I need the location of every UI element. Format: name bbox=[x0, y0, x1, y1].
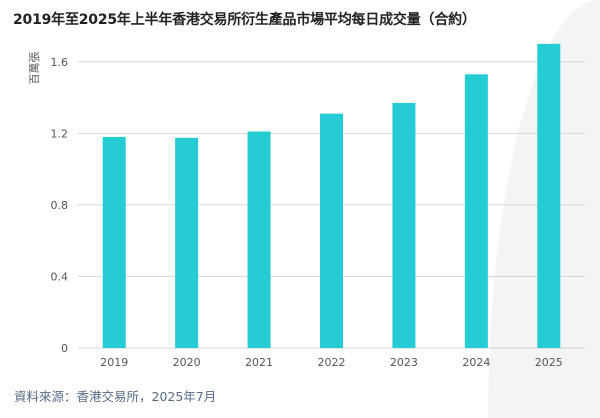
bar-2021 bbox=[247, 131, 271, 348]
bar-2024 bbox=[464, 74, 488, 349]
y-axis-label: 百萬張 bbox=[28, 52, 41, 85]
x-tick-label: 2019 bbox=[100, 356, 128, 369]
x-tick-label: 2022 bbox=[318, 356, 346, 369]
bar-2019 bbox=[102, 136, 126, 348]
x-tick-label: 2025 bbox=[535, 356, 563, 369]
y-axis-ticks: 0 0.4 0.8 1.2 1.6 bbox=[51, 56, 69, 355]
bar-2020 bbox=[175, 137, 199, 348]
x-tick-label: 2021 bbox=[245, 356, 273, 369]
bar-2023 bbox=[392, 102, 416, 348]
x-axis-ticks: 2019 2020 2021 2022 2023 2024 2025 bbox=[100, 356, 563, 369]
x-tick-label: 2024 bbox=[462, 356, 490, 369]
y-tick-label: 0 bbox=[61, 342, 68, 355]
x-tick-label: 2020 bbox=[173, 356, 201, 369]
bars bbox=[102, 43, 561, 349]
chart-title: 2019年至2025年上半年香港交易所衍生產品市場平均每日成交量（合約） bbox=[13, 12, 476, 28]
bar-2022 bbox=[320, 113, 343, 349]
bar-2025 bbox=[537, 43, 561, 349]
x-tick-label: 2023 bbox=[390, 356, 418, 369]
y-tick-label: 1.6 bbox=[51, 56, 69, 69]
y-tick-label: 0.4 bbox=[51, 270, 69, 283]
y-tick-label: 1.2 bbox=[51, 127, 69, 140]
y-tick-label: 0.8 bbox=[51, 199, 69, 212]
source-note: 資料來源：香港交易所，2025年7月 bbox=[14, 389, 217, 404]
